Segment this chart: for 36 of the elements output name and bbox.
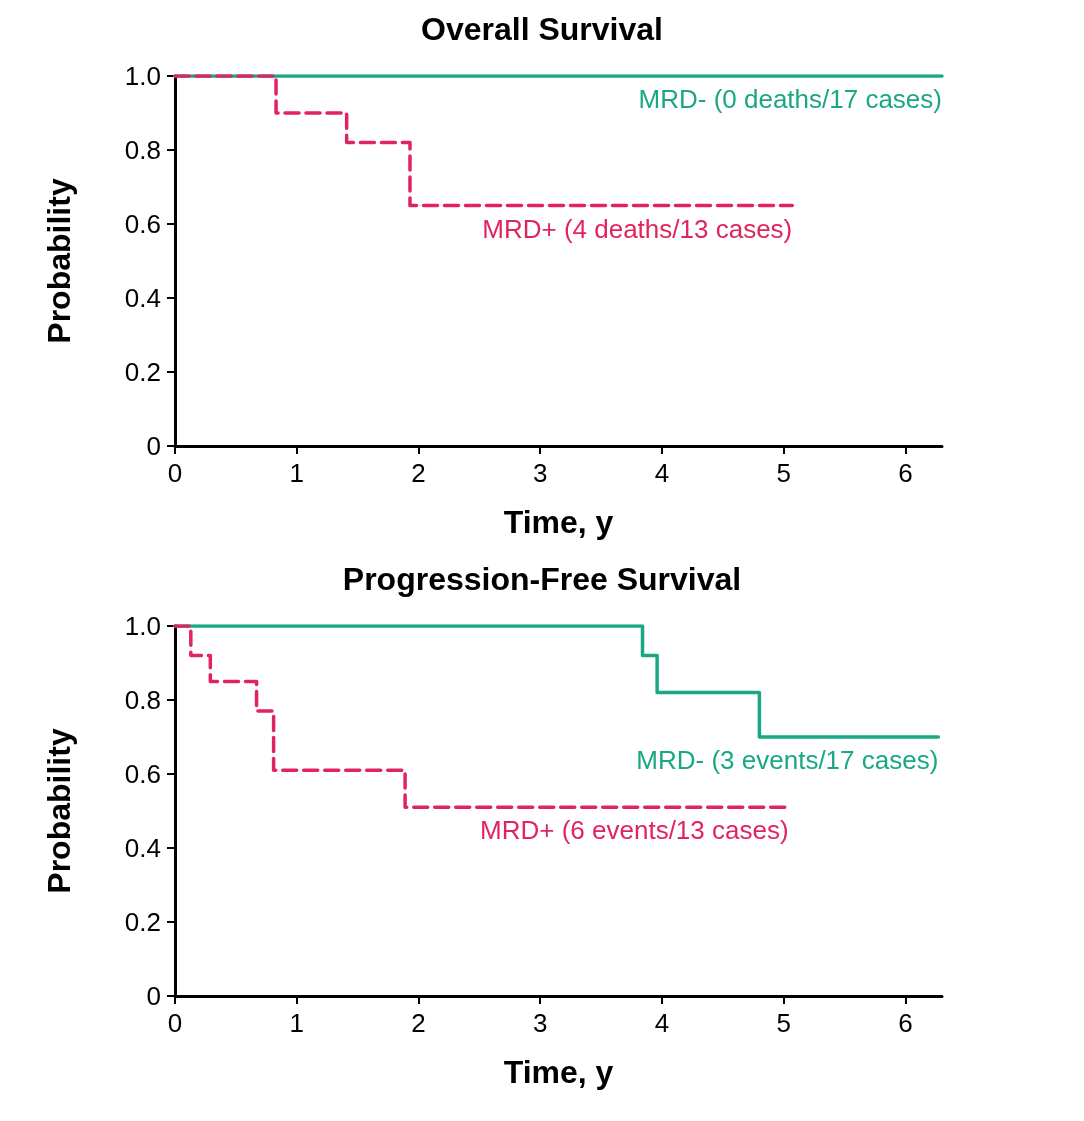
- x-tick-label: 2: [411, 458, 426, 488]
- x-axis-title: Time, y: [503, 1054, 614, 1090]
- y-tick-label: 0.2: [124, 907, 161, 937]
- y-tick-label: 0: [146, 981, 161, 1011]
- x-tick-label: 4: [654, 1008, 670, 1038]
- y-axis-title: Probability: [41, 178, 77, 344]
- x-tick-label: 4: [654, 458, 670, 488]
- y-tick-label: 0.4: [124, 833, 161, 863]
- x-tick-label: 5: [776, 458, 791, 488]
- x-tick-label: 0: [167, 1008, 183, 1038]
- x-tick-label: 6: [898, 458, 913, 488]
- y-tick-label: 0.8: [124, 685, 161, 715]
- x-tick-label: 3: [533, 1008, 548, 1038]
- x-axis-title: Time, y: [503, 504, 614, 540]
- y-tick-label: 0.4: [124, 283, 161, 313]
- x-tick-label: 5: [776, 1008, 791, 1038]
- x-tick-label: 3: [533, 458, 548, 488]
- y-tick-label: 0.8: [124, 135, 161, 165]
- y-tick-label: 0.2: [124, 357, 161, 387]
- y-axis-title: Probability: [41, 728, 77, 894]
- chart-title: Overall Survival: [421, 11, 663, 47]
- y-tick-label: 0.6: [124, 209, 161, 239]
- series-label: MRD- (0 deaths/17 cases): [638, 84, 942, 114]
- x-tick-label: 1: [289, 458, 304, 488]
- series-label: MRD- (3 events/17 cases): [636, 745, 939, 775]
- series-label: MRD+ (6 events/13 cases): [480, 815, 789, 846]
- x-tick-label: 1: [289, 1008, 304, 1038]
- y-tick-label: 1.0: [124, 611, 161, 641]
- series-label: MRD+ (4 deaths/13 cases): [482, 213, 793, 244]
- y-tick-label: 0.6: [124, 759, 161, 789]
- y-tick-label: 0: [146, 431, 161, 461]
- x-tick-label: 2: [411, 1008, 426, 1038]
- chart-title: Progression-Free Survival: [342, 561, 742, 597]
- x-tick-label: 0: [167, 458, 183, 488]
- x-tick-label: 6: [898, 1008, 913, 1038]
- y-tick-label: 1.0: [124, 61, 161, 91]
